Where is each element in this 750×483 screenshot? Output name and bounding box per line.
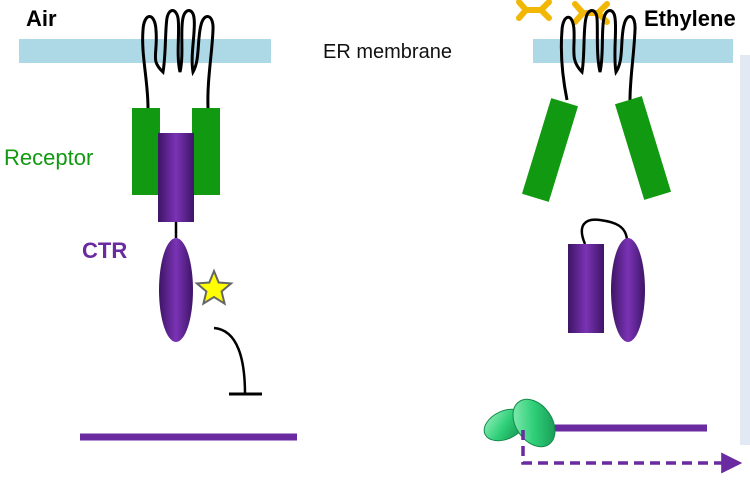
receptor-block-right-b <box>615 96 671 200</box>
membrane-label: ER membrane <box>323 41 452 64</box>
ctr-kinase-right <box>611 238 645 342</box>
left-panel-title: Air <box>26 6 57 32</box>
ctr-linker-right <box>582 220 627 244</box>
receptor-label: Receptor <box>4 145 93 171</box>
transcription-arrow <box>523 430 738 463</box>
receptor-block-left-a <box>132 108 160 195</box>
right-panel-title: Ethylene <box>644 6 736 32</box>
transcription-factor-icon <box>479 391 564 454</box>
inhibition-arrow <box>214 328 245 394</box>
ctr-label: CTR <box>82 238 127 264</box>
ctr-block-right <box>568 244 604 333</box>
ethylene-molecule-icon <box>519 2 549 18</box>
active-kinase-star-icon <box>197 271 231 304</box>
ctr-block-left <box>158 133 194 222</box>
side-panel-edge <box>740 55 750 445</box>
ctr-kinase-left <box>159 238 193 342</box>
receptor-block-right-a <box>522 98 578 202</box>
receptor-block-left-b <box>192 108 220 195</box>
